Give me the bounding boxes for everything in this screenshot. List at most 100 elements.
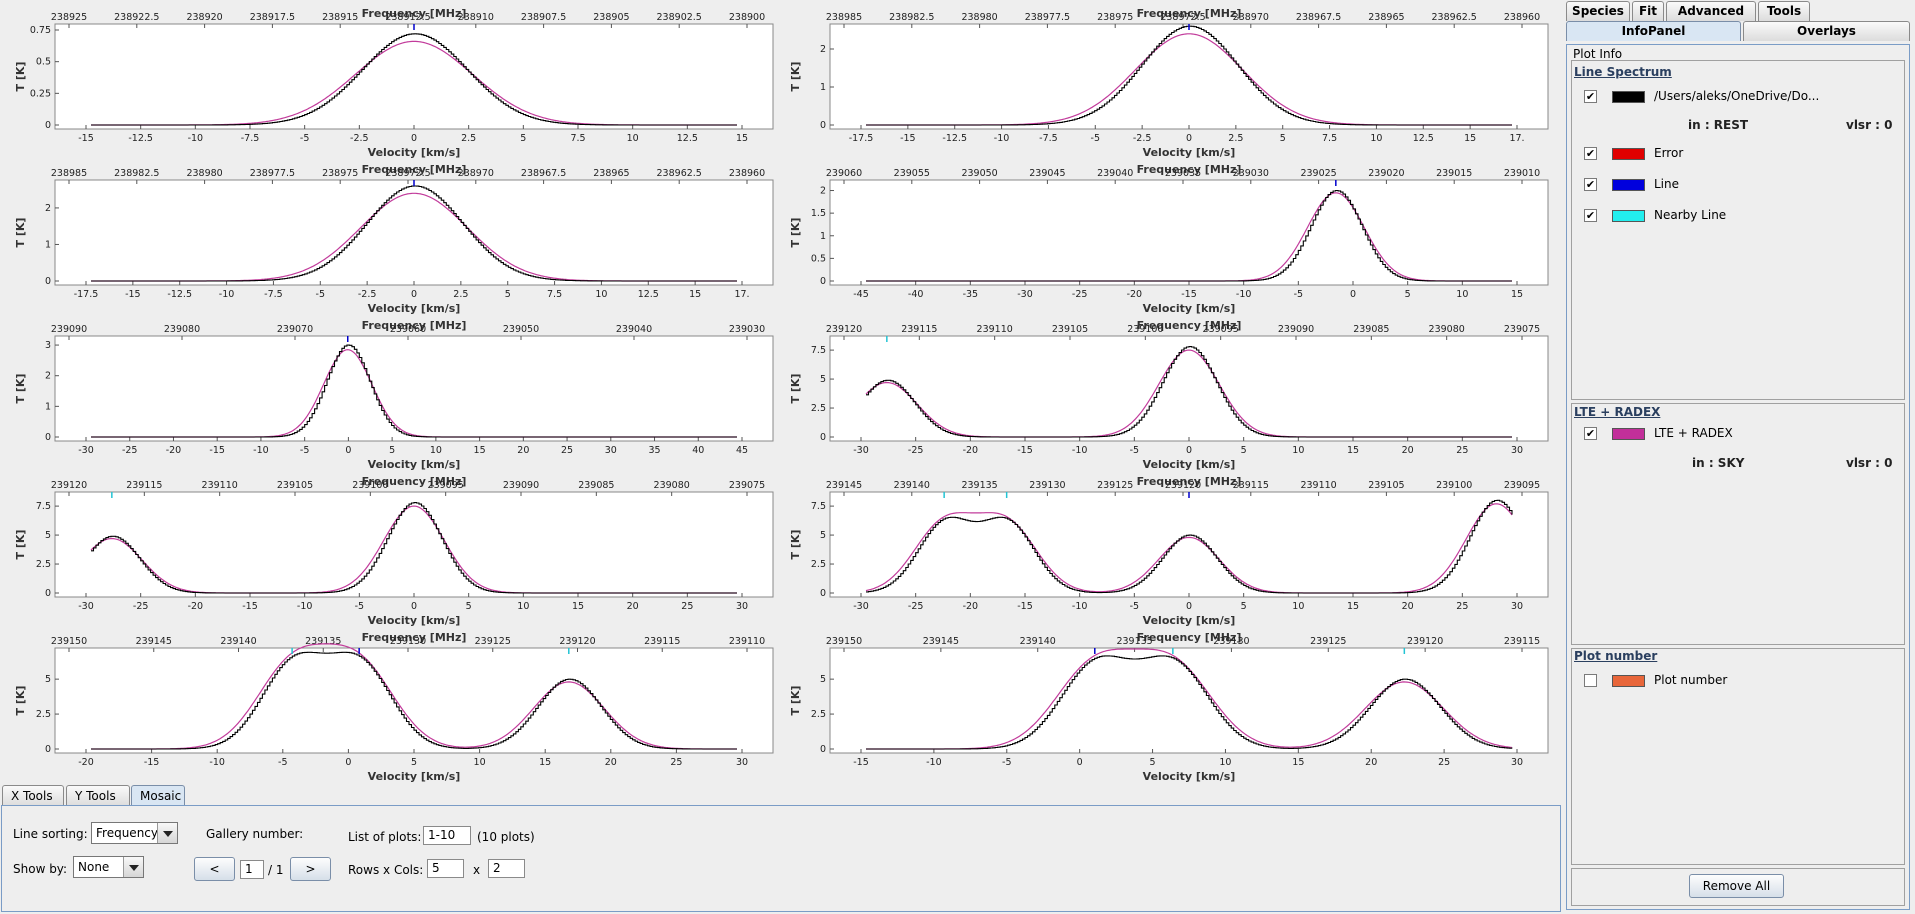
frequency-axis-title: Frequency [MHz] (362, 475, 467, 488)
plot-svg[interactable]: Frequency [MHz] Velocity [km/s] T [K] -30 -2… (775, 470, 1550, 627)
temperature-tick-label: 7.5 (811, 501, 826, 512)
temperature-tick-label: 2 (820, 44, 826, 55)
temperature-tick-label: 0 (820, 276, 826, 287)
temperature-axis-title: T [K] (14, 530, 27, 560)
cols-input[interactable]: 2 (488, 859, 525, 878)
frequency-tick-label: 239125 (1097, 480, 1133, 491)
plot-svg[interactable]: Frequency [MHz] Velocity [km/s] T [K] -17.5… (775, 2, 1550, 159)
velocity-tick-label: 5 (505, 289, 511, 300)
velocity-tick-label: 2.5 (461, 133, 476, 144)
legend-entry-line[interactable]: ✔ Line (1584, 176, 1784, 194)
frequency-tick-label: 238980 (186, 168, 222, 179)
plot-svg[interactable]: Frequency [MHz] Velocity [km/s] T [K] -15 -1… (0, 2, 775, 159)
remove-all-button[interactable]: Remove All (1689, 874, 1784, 898)
plot-svg[interactable]: Frequency [MHz] Velocity [km/s] T [K] -45 -4… (775, 158, 1550, 315)
color-swatch[interactable] (1612, 148, 1645, 160)
legend-entry-spectrum[interactable]: ✔ /Users/aleks/OneDrive/Do... (1584, 88, 1904, 106)
color-swatch[interactable] (1612, 675, 1645, 687)
temperature-tick-label: 0 (820, 120, 826, 131)
gallery-total: / 1 (268, 863, 284, 877)
color-swatch[interactable] (1612, 91, 1645, 103)
spectrum-plot-6[interactable]: Frequency [MHz] Velocity [km/s] T [K] -30 -2… (775, 314, 1550, 471)
tab-advanced-fit[interactable]: Advanced Fit (1666, 1, 1756, 37)
tab-fit[interactable]: Fit (1632, 1, 1664, 21)
velocity-tick-label: 5 (1280, 133, 1286, 144)
velocity-tick-label: -25 (122, 445, 138, 456)
spectrum-plot-10[interactable]: Frequency [MHz] Velocity [km/s] T [K] -15 -1… (775, 626, 1550, 783)
checkbox[interactable]: ✔ (1584, 209, 1597, 222)
spectrum-plot-1[interactable]: Frequency [MHz] Velocity [km/s] T [K] -15 -1… (0, 2, 775, 159)
legend-entry-error[interactable]: ✔ Error (1584, 145, 1784, 163)
velocity-tick-label: -7.5 (241, 133, 260, 144)
line-sorting-select[interactable]: Frequency (91, 822, 178, 844)
frequency-tick-label: 239140 (1020, 636, 1056, 647)
tab-species[interactable]: Species (1566, 1, 1630, 21)
plot-svg[interactable]: Frequency [MHz] Velocity [km/s] T [K] -30 -2… (0, 314, 775, 471)
spectrum-plot-4[interactable]: Frequency [MHz] Velocity [km/s] T [K] -45 -4… (775, 158, 1550, 315)
temperature-axis-title: T [K] (14, 686, 27, 716)
next-gallery-button[interactable]: > (290, 857, 331, 881)
spectrum-plot-5[interactable]: Frequency [MHz] Velocity [km/s] T [K] -30 -2… (0, 314, 775, 471)
velocity-tick-label: 5 (466, 601, 472, 612)
color-swatch[interactable] (1612, 210, 1645, 222)
model-spectrum-line (865, 503, 1513, 594)
temperature-tick-label: 5 (820, 374, 826, 385)
legend-entry-plot-number[interactable]: Plot number (1584, 672, 1784, 690)
plot-svg[interactable]: Frequency [MHz] Velocity [km/s] T [K] -30 -2… (775, 314, 1550, 471)
velocity-tick-label: 20 (627, 601, 639, 612)
frequency-tick-label: 238985 (51, 168, 87, 179)
model-spectrum-line (91, 643, 737, 750)
color-swatch[interactable] (1612, 179, 1645, 191)
show-by-select[interactable]: None (73, 856, 144, 878)
frequency-tick-label: 239095 (1504, 480, 1540, 491)
plot-svg[interactable]: Frequency [MHz] Velocity [km/s] T [K] -17.5… (0, 158, 775, 315)
temperature-tick-label: 2 (45, 371, 51, 382)
frequency-axis-title: Frequency [MHz] (1137, 7, 1242, 20)
legend-entry-nearby-line[interactable]: ✔ Nearby Line (1584, 207, 1784, 225)
plot-svg[interactable]: Frequency [MHz] Velocity [km/s] T [K] -30 -2… (0, 470, 775, 627)
frequency-tick-label: 239110 (1300, 480, 1336, 491)
line-sorting-label: Line sorting: (13, 827, 88, 841)
rows-input[interactable]: 5 (427, 859, 464, 878)
velocity-tick-label: -5 (278, 757, 287, 768)
tab-x-tools[interactable]: X Tools (2, 785, 64, 806)
list-of-plots-input[interactable]: 1-10 (423, 826, 471, 845)
checkbox[interactable]: ✔ (1584, 178, 1597, 191)
tab-overlays[interactable]: Overlays (1743, 21, 1910, 41)
frequency-tick-label: 239145 (923, 636, 959, 647)
prev-gallery-button[interactable]: < (194, 857, 235, 881)
legend-label: Error (1654, 146, 1684, 160)
velocity-tick-label: 0 (1350, 289, 1356, 300)
spectrum-plot-2[interactable]: Frequency [MHz] Velocity [km/s] T [K] -17.5… (775, 2, 1550, 159)
spectrum-plot-3[interactable]: Frequency [MHz] Velocity [km/s] T [K] -17.5… (0, 158, 775, 315)
frequency-tick-label: 238915 (322, 12, 358, 23)
frequency-tick-label: 239150 (826, 636, 862, 647)
gallery-number-input[interactable]: 1 (240, 860, 264, 879)
plot-svg[interactable]: Frequency [MHz] Velocity [km/s] T [K] -15 -1… (775, 626, 1550, 783)
gallery-number-label: Gallery number: (206, 827, 304, 841)
velocity-tick-label: -10 (188, 133, 204, 144)
velocity-tick-label: -5 (1002, 757, 1011, 768)
temperature-tick-label: 1 (820, 82, 826, 93)
velocity-tick-label: 20 (517, 445, 529, 456)
tab-mosaic[interactable]: Mosaic (131, 785, 185, 806)
tab-tools[interactable]: Tools (1758, 1, 1810, 21)
frequency-tick-label: 239050 (961, 168, 997, 179)
spectrum-plot-9[interactable]: Frequency [MHz] Velocity [km/s] T [K] -20 -1… (0, 626, 775, 783)
spectrum-plot-7[interactable]: Frequency [MHz] Velocity [km/s] T [K] -30 -2… (0, 470, 775, 627)
frequency-tick-label: 238965 (1368, 12, 1404, 23)
color-swatch[interactable] (1612, 428, 1645, 440)
velocity-tick-label: 40 (692, 445, 704, 456)
plot-svg[interactable]: Frequency [MHz] Velocity [km/s] T [K] -20 -1… (0, 626, 775, 783)
checkbox[interactable] (1584, 674, 1597, 687)
checkbox[interactable]: ✔ (1584, 90, 1597, 103)
checkbox[interactable]: ✔ (1584, 427, 1597, 440)
tab-y-tools[interactable]: Y Tools (66, 785, 130, 806)
tab-infopanel[interactable]: InfoPanel (1566, 21, 1741, 41)
legend-entry-lte-radex[interactable]: ✔ LTE + RADEX (1584, 425, 1784, 443)
temperature-tick-label: 1 (820, 231, 826, 242)
spectrum-plot-8[interactable]: Frequency [MHz] Velocity [km/s] T [K] -30 -2… (775, 470, 1550, 627)
velocity-tick-label: 10 (1219, 757, 1231, 768)
checkbox[interactable]: ✔ (1584, 147, 1597, 160)
temperature-tick-label: 0.5 (811, 253, 826, 264)
